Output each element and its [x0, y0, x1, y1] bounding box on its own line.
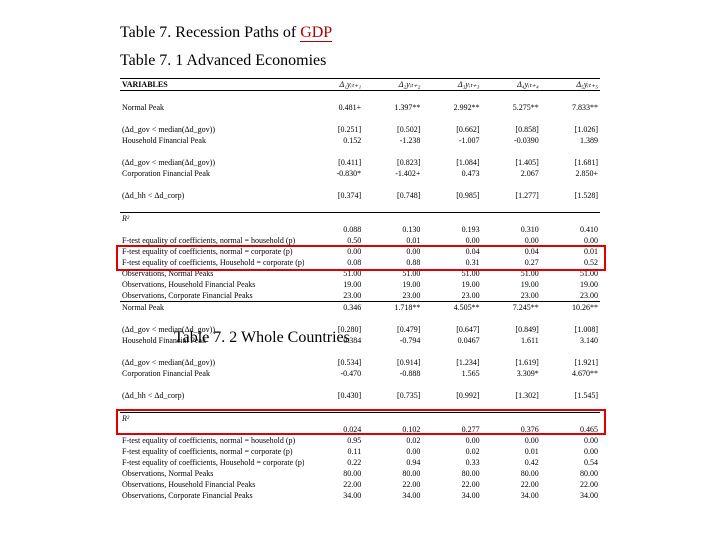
row-hh-se: (Δd_gov < median(Δd_gov)) [0.251][0.502]… [120, 124, 600, 135]
row-r2-label: R² [120, 213, 600, 225]
row-corp-se: (Δd_gov < median(Δd_gov)) [0.411][0.823]… [120, 157, 600, 168]
col-h4: Δ₄yᵢₜ₊₄ [482, 79, 541, 91]
header-row: VARIABLES Δ₁yᵢₜ₊₁ Δ₂yᵢₜ₊₂ Δ₃yᵢₜ₊₃ Δ₄yᵢₜ₊… [120, 79, 600, 91]
row2-normal-peak: Normal Peak 0.3461.718**4.505**7.245**10… [120, 302, 600, 314]
row-corp-peak: Corporation Financial Peak -0.830*-1.402… [120, 168, 600, 179]
col-h1: Δ₁yᵢₜ₊₁ [304, 79, 363, 91]
col-h5: Δ₅yᵢₜ₊₅ [541, 79, 600, 91]
regression-table: VARIABLES Δ₁yᵢₜ₊₁ Δ₂yᵢₜ₊₂ Δ₃yᵢₜ₊₃ Δ₄yᵢₜ₊… [120, 78, 600, 501]
row-hhcorp-se: (Δd_hh < Δd_corp) [0.374][0.748][0.985][… [120, 190, 600, 201]
overlay-subtitle-2: Table 7. 2 Whole Countries [174, 329, 350, 347]
col-h2: Δ₂yᵢₜ₊₂ [363, 79, 422, 91]
row-r2: 0.0880.1300.1930.3100.410 [120, 224, 600, 235]
col-h3: Δ₃yᵢₜ₊₃ [422, 79, 481, 91]
table-main-title: Table 7. Recession Paths of GDP [120, 24, 600, 42]
tables-wrapper: VARIABLES Δ₁yᵢₜ₊₁ Δ₂yᵢₜ₊₂ Δ₃yᵢₜ₊₃ Δ₄yᵢₜ₊… [120, 78, 600, 501]
row-hh-peak: Household Financial Peak 0.152-1.238-1.0… [120, 135, 600, 146]
table-subtitle-1: Table 7. 1 Advanced Economies [120, 52, 600, 70]
header-variables: VARIABLES [120, 79, 304, 91]
title-underlined: GDP [300, 24, 332, 42]
row-normal-peak: Normal Peak 0.481+1.397**2.992**5.275**7… [120, 102, 600, 113]
title-prefix: Table 7. Recession Paths of [120, 24, 300, 41]
